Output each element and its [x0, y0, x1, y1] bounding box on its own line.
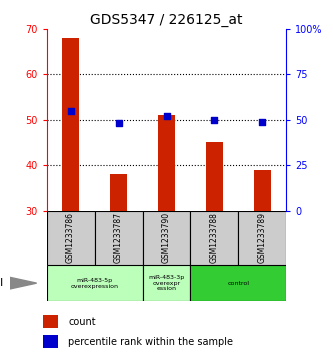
Text: GSM1233789: GSM1233789 — [258, 212, 267, 263]
Bar — [110, 174, 127, 211]
Text: GSM1233786: GSM1233786 — [66, 212, 75, 263]
Bar — [190, 211, 238, 265]
Bar — [95, 211, 143, 265]
Title: GDS5347 / 226125_at: GDS5347 / 226125_at — [90, 13, 243, 26]
Bar — [254, 170, 271, 211]
Text: miR-483-3p
overexpr
ession: miR-483-3p overexpr ession — [149, 275, 184, 291]
Bar — [43, 335, 58, 348]
Bar — [190, 265, 286, 301]
Bar — [158, 115, 175, 211]
Bar — [206, 142, 223, 211]
Text: GSM1233790: GSM1233790 — [162, 212, 171, 263]
Bar — [62, 38, 79, 211]
Bar — [143, 265, 190, 301]
Bar — [143, 211, 190, 265]
Point — [116, 121, 121, 126]
Text: count: count — [69, 317, 96, 327]
Text: GSM1233787: GSM1233787 — [114, 212, 123, 263]
Bar — [238, 211, 286, 265]
Polygon shape — [10, 277, 37, 289]
Text: protocol: protocol — [0, 278, 3, 288]
Point — [260, 119, 265, 125]
Bar — [47, 265, 143, 301]
Text: control: control — [227, 281, 249, 286]
Text: miR-483-5p
overexpression: miR-483-5p overexpression — [71, 278, 119, 289]
Point — [164, 113, 169, 119]
Bar — [47, 211, 95, 265]
Text: GSM1233788: GSM1233788 — [210, 212, 219, 263]
Point — [212, 117, 217, 123]
Point — [68, 108, 73, 114]
Text: percentile rank within the sample: percentile rank within the sample — [69, 337, 233, 347]
Bar — [43, 315, 58, 328]
